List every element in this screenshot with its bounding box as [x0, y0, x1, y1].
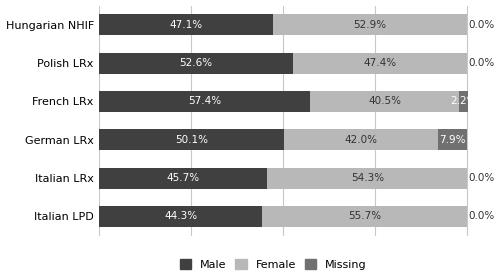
- Text: 40.5%: 40.5%: [368, 97, 402, 106]
- Bar: [293, 52, 467, 74]
- Text: 57.4%: 57.4%: [188, 97, 222, 106]
- Bar: [310, 91, 460, 112]
- Text: 0.0%: 0.0%: [468, 20, 494, 30]
- Bar: [100, 52, 293, 74]
- Text: 52.9%: 52.9%: [354, 20, 386, 30]
- Text: 2.2%: 2.2%: [450, 97, 476, 106]
- Bar: [100, 129, 284, 150]
- Text: 50.1%: 50.1%: [175, 135, 208, 145]
- Text: 52.6%: 52.6%: [180, 58, 212, 68]
- Legend: Male, Female, Missing: Male, Female, Missing: [176, 255, 370, 274]
- Text: 54.3%: 54.3%: [350, 173, 384, 183]
- Text: 42.0%: 42.0%: [344, 135, 378, 145]
- Text: 0.0%: 0.0%: [468, 58, 494, 68]
- Text: 47.1%: 47.1%: [170, 20, 202, 30]
- Bar: [438, 129, 467, 150]
- Bar: [100, 14, 272, 35]
- Bar: [460, 91, 468, 112]
- Bar: [268, 168, 467, 189]
- Bar: [100, 206, 262, 227]
- Text: 0.0%: 0.0%: [468, 173, 494, 183]
- Text: 45.7%: 45.7%: [167, 173, 200, 183]
- Text: 55.7%: 55.7%: [348, 211, 382, 222]
- Bar: [100, 91, 310, 112]
- Bar: [100, 168, 268, 189]
- Text: 7.9%: 7.9%: [440, 135, 466, 145]
- Bar: [262, 206, 467, 227]
- Bar: [272, 14, 467, 35]
- Text: 0.0%: 0.0%: [468, 211, 494, 222]
- Text: 44.3%: 44.3%: [164, 211, 198, 222]
- Bar: [284, 129, 438, 150]
- Text: 47.4%: 47.4%: [364, 58, 396, 68]
